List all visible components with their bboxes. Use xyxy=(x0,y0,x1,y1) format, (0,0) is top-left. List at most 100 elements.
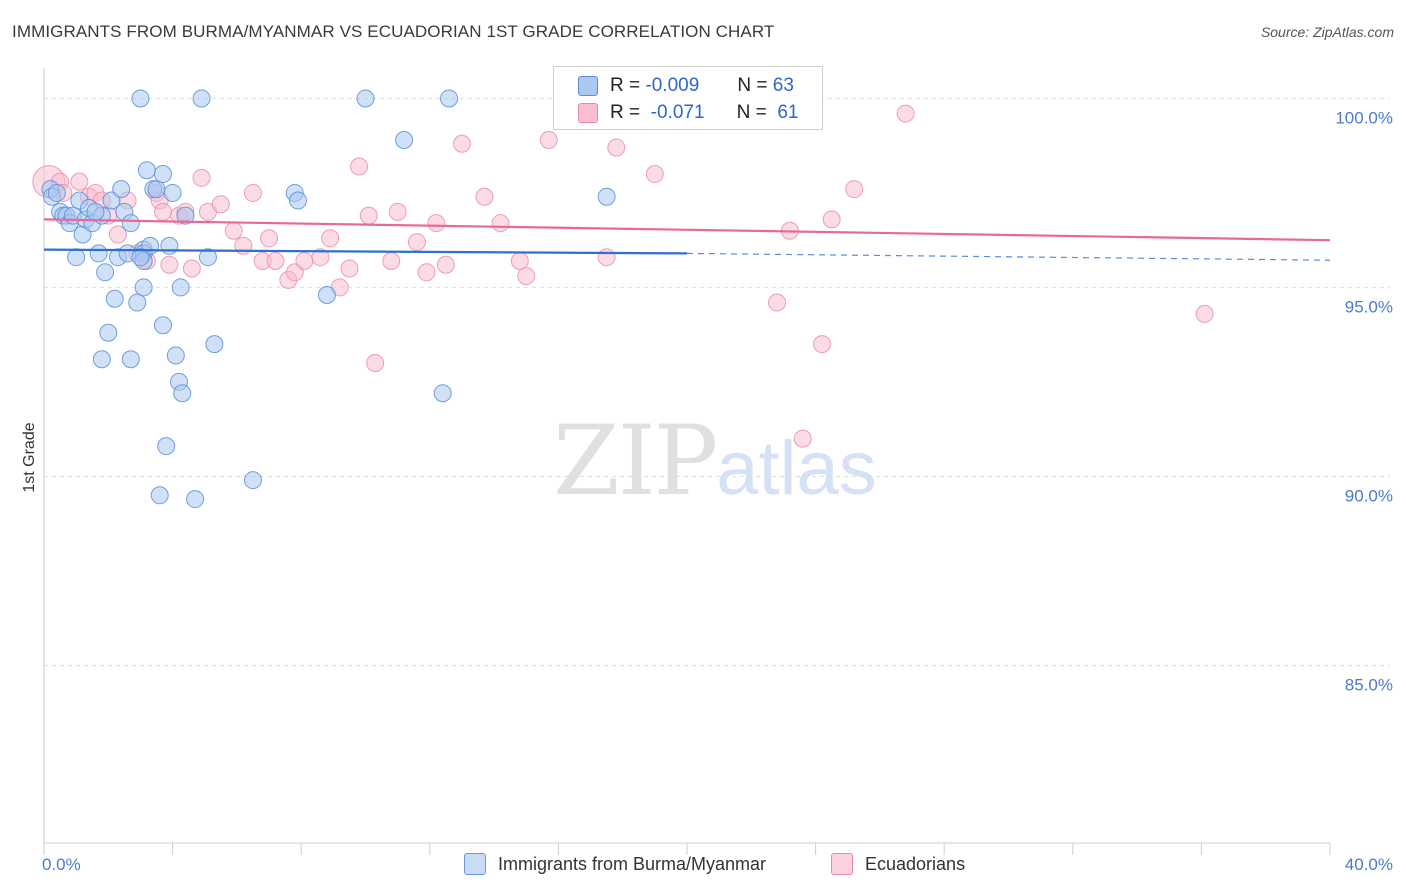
ecuadorians-point xyxy=(359,206,378,225)
chart-source: Source: ZipAtlas.com xyxy=(1260,24,1394,40)
y-tick-label: 90.0% xyxy=(1345,486,1393,505)
zipatlas-watermark: ZIPatlas xyxy=(553,405,877,517)
ecuadorians-point xyxy=(417,263,436,282)
legend-swatch-burma xyxy=(578,76,598,96)
burma-point xyxy=(150,486,169,505)
burma-point xyxy=(157,437,176,456)
burma-point xyxy=(597,187,616,206)
burma-point xyxy=(121,350,140,369)
burma-point xyxy=(440,89,459,108)
ecuadorians-point xyxy=(224,221,243,240)
ecuadorians-point xyxy=(822,210,841,229)
burma-point xyxy=(176,206,195,225)
ecuadorians-point xyxy=(436,255,455,274)
burma-point xyxy=(112,180,131,199)
bottom-legend-ecuadorians: Ecuadorians xyxy=(831,852,965,876)
y-axis-title: 1st Grade xyxy=(21,422,38,492)
ecuadorians-point xyxy=(1195,304,1214,323)
ecuadorians-point xyxy=(311,248,330,267)
legend-row-burma: R = -0.009 N = 63 xyxy=(578,73,794,99)
burma-point xyxy=(186,490,205,509)
legend-n-label: N = xyxy=(737,75,768,96)
burma-point xyxy=(171,278,190,297)
legend-n-label: N = xyxy=(736,102,767,123)
ecuadorians-point xyxy=(388,202,407,221)
burma-point xyxy=(137,161,156,180)
ecuadorians-point xyxy=(452,134,471,153)
burma-point xyxy=(160,236,179,255)
burma-point xyxy=(99,323,118,342)
x-tick-label: 0.0% xyxy=(42,855,81,874)
ecuadorians-point xyxy=(793,429,812,448)
ecuadorians-point xyxy=(350,157,369,176)
ecuadorians-point xyxy=(266,251,285,270)
y-tick-label: 100.0% xyxy=(1335,108,1393,127)
burma-point xyxy=(147,180,166,199)
legend-r-label: R = xyxy=(610,102,641,123)
burma-trend-extension xyxy=(686,252,1331,261)
y-tick-label: 95.0% xyxy=(1345,297,1393,316)
burma-point xyxy=(205,335,224,354)
ecuadorians-point xyxy=(366,354,385,373)
burma-point xyxy=(67,248,86,267)
burma-point xyxy=(86,202,105,221)
burma-point xyxy=(134,278,153,297)
burma-point xyxy=(153,316,172,335)
ecuadorians-point xyxy=(340,259,359,278)
burma-point xyxy=(198,248,217,267)
burma-point xyxy=(153,165,172,184)
ecuadorians-point xyxy=(295,251,314,270)
ecuadorians-point xyxy=(597,248,616,267)
ecuadorians-point xyxy=(153,202,172,221)
ecuadorians-point xyxy=(768,293,787,312)
burma-point xyxy=(243,471,262,490)
ecuadorians-point xyxy=(382,251,401,270)
burma-point xyxy=(288,191,307,210)
ecuadorians-point xyxy=(645,165,664,184)
ecuadorians-point xyxy=(108,225,127,244)
ecuadorians-point xyxy=(475,187,494,206)
y-tick-label: 85.0% xyxy=(1345,675,1393,694)
ecuadorians-point xyxy=(510,251,529,270)
burma-trend-line xyxy=(43,248,688,255)
ecuadorians-point xyxy=(192,168,211,187)
legend-r-value-ecuadorians: -0.071 xyxy=(650,102,705,123)
legend-r-label: R = xyxy=(610,75,641,96)
ecuadorians-point xyxy=(845,180,864,199)
burma-point xyxy=(317,285,336,304)
watermark-zip: ZIP xyxy=(553,405,718,517)
burma-point xyxy=(173,384,192,403)
burma-point xyxy=(121,214,140,233)
ecuadorians-point xyxy=(517,267,536,286)
ecuadorians-point xyxy=(407,233,426,252)
ecuadorians-point xyxy=(260,229,279,248)
burma-point xyxy=(356,89,375,108)
bottom-legend-label-ecuadorians: Ecuadorians xyxy=(865,853,966,874)
legend-n-value-burma: 63 xyxy=(772,75,794,96)
burma-point xyxy=(89,244,108,263)
ecuadorians-point xyxy=(182,259,201,278)
ecuadorians-point xyxy=(70,172,89,191)
bottom-legend-burma: Immigrants from Burma/Myanmar xyxy=(464,852,766,876)
ecuadorians-point xyxy=(321,229,340,248)
burma-point xyxy=(47,183,66,202)
legend-r-value-burma: -0.009 xyxy=(645,75,700,96)
bottom-legend-swatch-burma xyxy=(464,853,486,875)
burma-point xyxy=(163,183,182,202)
ecuadorians-point xyxy=(160,255,179,274)
x-tick-label: 40.0% xyxy=(1345,855,1393,874)
ecuadorians-point xyxy=(211,195,230,214)
bottom-legend-label-burma: Immigrants from Burma/Myanmar xyxy=(498,853,767,874)
ecuadorians-trend-line xyxy=(43,218,1331,242)
ecuadorians-point xyxy=(896,104,915,123)
legend-n-value-ecuadorians: 61 xyxy=(777,102,799,123)
chart-title: IMMIGRANTS FROM BURMA/MYANMAR VS ECUADOR… xyxy=(12,22,775,41)
ecuadorians-point xyxy=(813,335,832,354)
ecuadorians-point xyxy=(243,183,262,202)
burma-point xyxy=(105,289,124,308)
legend-row-ecuadorians: R = -0.071 N = 61 xyxy=(578,100,798,126)
burma-point xyxy=(128,293,147,312)
ecuadorians-point xyxy=(607,138,626,157)
ecuadorians-point xyxy=(491,214,510,233)
